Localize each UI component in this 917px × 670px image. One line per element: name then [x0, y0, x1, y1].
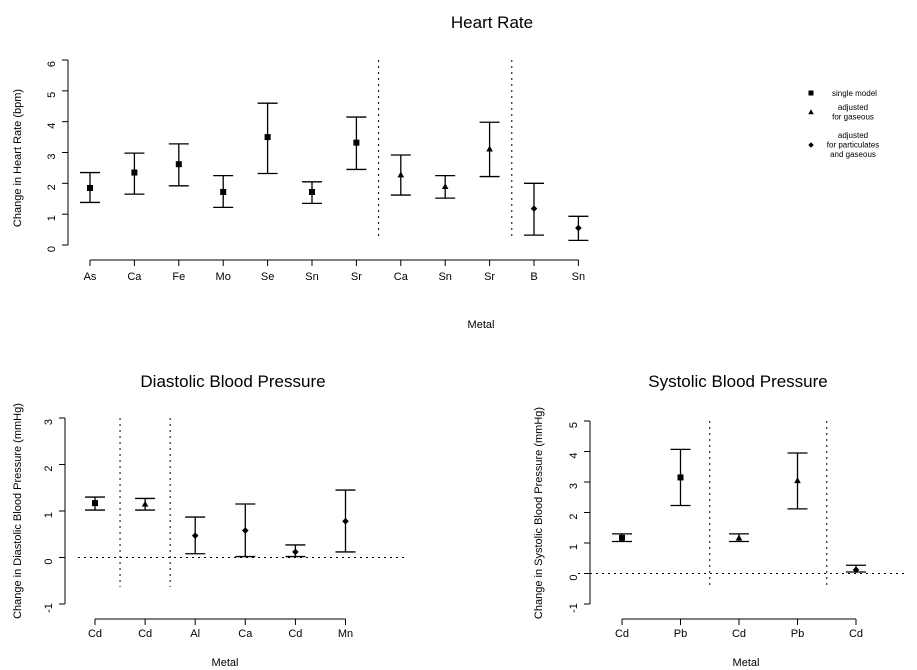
diastolic-x-tick-label: Cd — [88, 628, 102, 640]
systolic-title: Systolic Blood Pressure — [648, 372, 828, 391]
systolic-point-estimate — [677, 474, 684, 481]
heart-rate-point-estimate — [353, 139, 360, 146]
heart-rate-x-tick-label: Se — [261, 271, 274, 283]
diastolic-x-tick-label: Cd — [138, 628, 152, 640]
systolic-x-axis-label: Metal — [733, 657, 760, 669]
heart-rate-point-estimate — [530, 205, 538, 212]
heart-rate-x-axis-label: Metal — [468, 319, 495, 331]
diastolic-y-tick-label: 0 — [43, 558, 55, 564]
heart-rate-y-tick-label: 5 — [46, 92, 58, 98]
systolic-y-tick-label: 3 — [568, 483, 580, 489]
heart-rate-legend-marker — [808, 109, 814, 115]
heart-rate-y-tick-label: 1 — [46, 215, 58, 221]
heart-rate-title: Heart Rate — [451, 13, 533, 32]
systolic-y-axis-label: Change in Systolic Blood Pressure (mmHg) — [533, 407, 545, 619]
systolic-y-tick-label: 4 — [568, 452, 580, 458]
systolic-point-estimate — [619, 534, 625, 541]
diastolic-y-tick-label: -1 — [43, 603, 55, 613]
heart-rate-x-tick-label: Sn — [305, 271, 318, 283]
diastolic-point-estimate — [191, 532, 199, 539]
heart-rate-point-estimate — [220, 188, 227, 195]
systolic-point-estimate — [852, 566, 860, 574]
systolic-x-tick-label: Cd — [849, 628, 863, 640]
systolic-y-tick-label: -1 — [568, 603, 580, 613]
diastolic-y-tick-label: 1 — [43, 512, 55, 518]
heart-rate-legend-label: adjusted — [838, 103, 868, 112]
heart-rate-legend-label: adjusted — [838, 131, 868, 140]
systolic-x-tick-label: Pb — [791, 628, 804, 640]
heart-rate-y-tick-label: 3 — [46, 153, 58, 159]
diastolic-y-axis-label: Change in Diastolic Blood Pressure (mmHg… — [12, 403, 24, 619]
diastolic-point-estimate — [92, 500, 98, 507]
heart-rate-point-estimate — [441, 183, 449, 190]
diastolic-point-estimate — [141, 500, 149, 507]
diastolic-point-estimate — [242, 527, 249, 534]
heart-rate-point-estimate — [131, 169, 138, 176]
heart-rate-y-axis-label: Change in Heart Rate (bpm) — [12, 89, 24, 227]
heart-rate-y-tick-label: 4 — [46, 123, 58, 129]
diastolic-title: Diastolic Blood Pressure — [140, 372, 325, 391]
heart-rate-legend-label: for particulates — [827, 141, 879, 150]
heart-rate-point-estimate — [264, 134, 271, 141]
diastolic-x-tick-label: Al — [190, 628, 200, 640]
diastolic-y-tick-label: 2 — [43, 465, 55, 471]
heart-rate-point-estimate — [397, 171, 405, 178]
diastolic-y-tick-label: 3 — [43, 419, 55, 425]
systolic-x-tick-label: Pb — [674, 628, 687, 640]
heart-rate-x-tick-label: Ca — [127, 271, 142, 283]
systolic-point-estimate — [794, 477, 801, 484]
diastolic-x-axis-label: Metal — [212, 657, 239, 669]
heart-rate-legend-marker — [808, 90, 814, 96]
heart-rate-legend-label: and gaseous — [830, 150, 876, 159]
heart-rate-x-tick-label: Mo — [216, 271, 231, 283]
heart-rate-x-tick-label: Sr — [351, 271, 362, 283]
heart-rate-point-estimate — [309, 188, 315, 195]
systolic-y-tick-label: 0 — [568, 574, 580, 580]
heart-rate-legend-label: for gaseous — [832, 113, 874, 122]
heart-rate-y-tick-label: 2 — [46, 184, 58, 190]
heart-rate-point-estimate — [87, 184, 93, 191]
systolic-y-tick-label: 5 — [568, 422, 580, 428]
heart-rate-x-tick-label: Sr — [484, 271, 495, 283]
heart-rate-x-tick-label: As — [84, 271, 97, 283]
heart-rate-x-tick-label: Sn — [572, 271, 585, 283]
heart-rate-x-tick-label: Sn — [438, 271, 451, 283]
diastolic-x-tick-label: Mn — [338, 628, 353, 640]
heart-rate-legend-label: single model — [832, 89, 877, 98]
diastolic-x-tick-label: Cd — [288, 628, 302, 640]
heart-rate-x-tick-label: B — [530, 271, 537, 283]
heart-rate-y-tick-label: 6 — [46, 61, 58, 67]
systolic-point-estimate — [735, 534, 743, 541]
diastolic-point-estimate — [342, 517, 349, 525]
systolic-x-tick-label: Cd — [732, 628, 746, 640]
diastolic-point-estimate — [292, 548, 299, 556]
heart-rate-point-estimate — [486, 145, 493, 152]
diastolic-x-tick-label: Ca — [238, 628, 253, 640]
systolic-x-tick-label: Cd — [615, 628, 629, 640]
heart-rate-point-estimate — [575, 224, 582, 232]
heart-rate-point-estimate — [175, 161, 182, 168]
systolic-y-tick-label: 2 — [568, 513, 580, 519]
heart-rate-y-tick-label: 0 — [46, 246, 58, 252]
heart-rate-x-tick-label: Ca — [394, 271, 409, 283]
systolic-y-tick-label: 1 — [568, 544, 580, 550]
heart-rate-legend-marker — [808, 142, 814, 148]
heart-rate-x-tick-label: Fe — [172, 271, 185, 283]
